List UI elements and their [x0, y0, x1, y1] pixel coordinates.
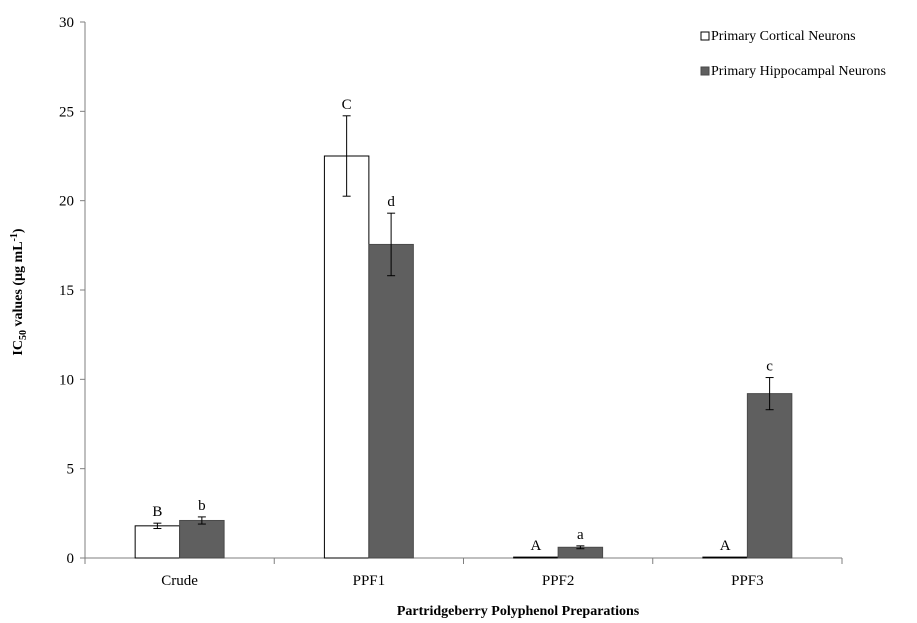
legend: Primary Cortical Neurons Primary Hippoca… [700, 29, 886, 79]
bar-cortical-ppf2 [513, 556, 559, 559]
bar-cortical-ppf3 [702, 556, 748, 559]
significance-label: b [198, 498, 206, 514]
y-axis: 0 5 10 15 20 25 30 [59, 15, 86, 567]
significance-label: d [387, 194, 395, 210]
bar-hippocampal-crude [179, 519, 225, 559]
significance-label: c [766, 359, 773, 375]
y-tick-label: 15 [59, 283, 74, 299]
legend-swatch-cortical [700, 31, 710, 41]
x-axis-title: Partridgeberry Polyphenol Preparations [397, 604, 640, 619]
significance-label: A [530, 538, 541, 554]
y-axis-title-superscript: -1 [9, 233, 20, 241]
bar-cortical-ppf1 [323, 155, 370, 559]
x-tick-label: PPF3 [731, 573, 764, 589]
y-tick-label: 10 [59, 372, 74, 388]
significance-label: A [720, 538, 731, 554]
significance-label: B [152, 504, 162, 520]
legend-swatch-hippocampal [700, 66, 710, 76]
x-tick-label: PPF2 [542, 573, 575, 589]
x-tick-label: PPF1 [353, 573, 386, 589]
y-tick-label: 5 [67, 462, 75, 478]
bar-cortical-crude [134, 525, 181, 559]
bar-hippocampal-ppf1 [368, 243, 414, 559]
category-labels: Crude PPF1 PPF2 PPF3 [161, 573, 763, 589]
legend-label-hippocampal: Primary Hippocampal Neurons [711, 64, 886, 79]
y-tick-label: 0 [67, 551, 75, 567]
x-axis [84, 557, 843, 564]
significance-label: a [577, 527, 584, 543]
y-axis-title-end: ) [11, 228, 26, 233]
legend-label-cortical: Primary Cortical Neurons [711, 29, 856, 44]
significance-label: C [342, 97, 352, 113]
x-tick-label: Crude [161, 573, 198, 589]
y-axis-title-subscript: 50 [18, 330, 29, 340]
y-axis-title-prefix: IC [11, 340, 26, 356]
y-tick-label: 20 [59, 194, 74, 210]
y-tick-label: 25 [59, 104, 74, 120]
y-axis-title: IC50 values (µg mL-1) [9, 228, 29, 355]
bar-hippocampal-ppf3 [746, 393, 793, 559]
y-tick-label: 30 [59, 15, 74, 31]
y-axis-title-middle: values (µg mL [11, 241, 26, 330]
